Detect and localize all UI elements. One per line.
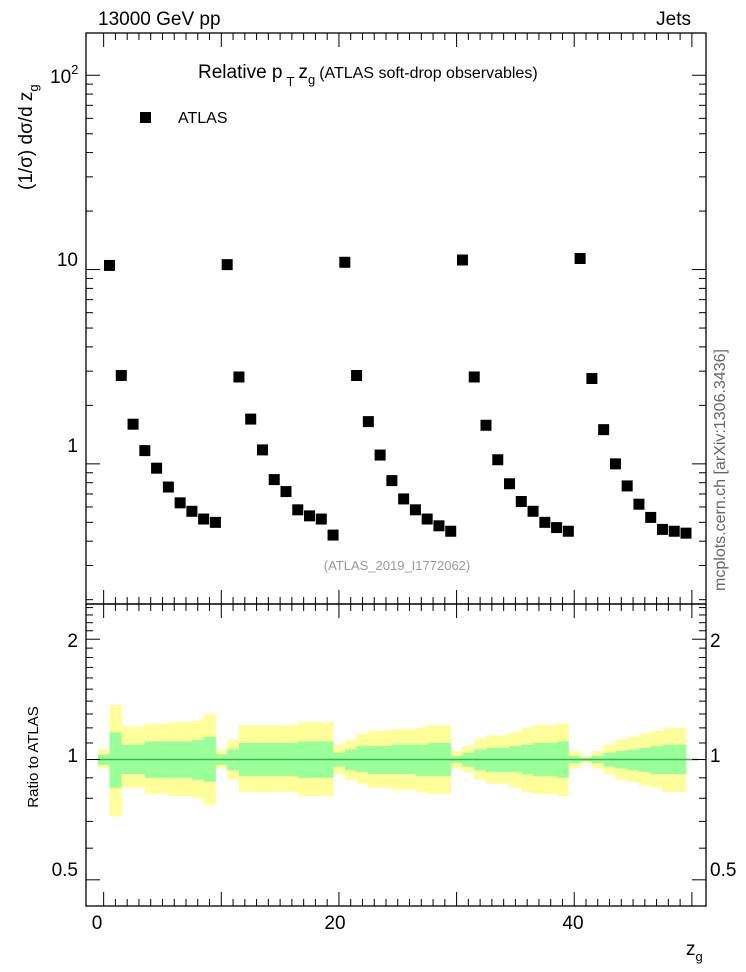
x-axis-label: zg	[686, 939, 703, 964]
data-point	[398, 493, 410, 505]
ratio-y-tick-label-1-right: 1	[710, 746, 721, 767]
data-point	[633, 498, 645, 510]
ratio-y-tick-label-2-right: 2	[710, 631, 721, 652]
data-point	[433, 520, 445, 532]
analysis-id-label: (ATLAS_2019_I1772062)	[324, 558, 470, 573]
data-point	[456, 254, 468, 266]
data-point	[445, 525, 457, 537]
data-point	[280, 486, 292, 498]
data-point	[151, 462, 163, 474]
data-point	[198, 513, 210, 525]
data-point	[362, 416, 374, 428]
x-tick-label-0: 0	[92, 913, 103, 934]
ratio-plot-frame	[85, 603, 707, 907]
data-point	[621, 480, 633, 492]
data-point	[504, 478, 516, 490]
data-point	[315, 513, 327, 525]
ratio-y-axis-label: Ratio to ATLAS	[25, 706, 42, 807]
data-point	[480, 419, 492, 431]
data-point	[327, 529, 339, 541]
data-point	[127, 418, 139, 430]
data-point	[562, 525, 574, 537]
data-point	[374, 449, 386, 461]
data-point	[668, 525, 680, 537]
data-point	[104, 259, 116, 271]
data-point	[292, 504, 304, 516]
data-point	[386, 475, 398, 487]
data-point	[256, 444, 268, 456]
data-point	[598, 424, 610, 436]
data-point	[351, 369, 363, 381]
data-point	[539, 516, 551, 528]
data-point	[609, 458, 621, 470]
mcplots-note: mcplots.cern.ch [arXiv:1306.3436]	[712, 349, 729, 591]
data-point	[174, 497, 186, 509]
data-point	[656, 523, 668, 535]
y-tick-label-10: 10	[57, 250, 78, 271]
data-point	[551, 522, 563, 534]
data-point	[339, 256, 351, 268]
y-tick-label-100: 102	[50, 62, 78, 88]
ratio-plot-panel: 2 1 0.5 2 1 0.5 Ratio to ATLAS 0 20 40 z…	[25, 603, 736, 964]
y-tick-label-1: 1	[67, 436, 78, 457]
data-point	[221, 259, 233, 271]
data-point	[233, 371, 245, 383]
data-point	[645, 511, 657, 523]
data-point	[680, 527, 692, 539]
ratio-y-tick-label-1: 1	[67, 746, 78, 767]
data-point	[139, 445, 151, 457]
data-point	[574, 253, 586, 265]
data-point	[245, 413, 257, 425]
data-point	[586, 372, 598, 384]
data-point	[186, 505, 198, 517]
y-axis-label: (1/σ) dσ/d zg	[16, 84, 41, 190]
ratio-y-tick-label-0.5: 0.5	[52, 860, 78, 881]
ratio-y-tick-label-2: 2	[67, 631, 78, 652]
data-point	[515, 496, 527, 508]
data-point	[492, 454, 504, 466]
data-point	[527, 505, 539, 517]
x-tick-label-40: 40	[562, 913, 583, 934]
data-point	[409, 504, 421, 516]
data-point	[209, 516, 221, 528]
ratio-y-tick-label-0.5-right: 0.5	[710, 860, 736, 881]
process-label: Jets	[656, 9, 691, 30]
data-point	[115, 369, 127, 381]
energy-label: 13000 GeV pp	[98, 9, 221, 30]
data-point	[162, 481, 174, 493]
legend-marker-atlas	[140, 112, 151, 123]
data-point	[421, 513, 433, 525]
legend-label-atlas: ATLAS	[178, 110, 228, 127]
data-point	[468, 371, 480, 383]
data-point	[304, 510, 316, 522]
x-tick-label-20: 20	[324, 913, 345, 934]
data-point	[268, 474, 280, 486]
